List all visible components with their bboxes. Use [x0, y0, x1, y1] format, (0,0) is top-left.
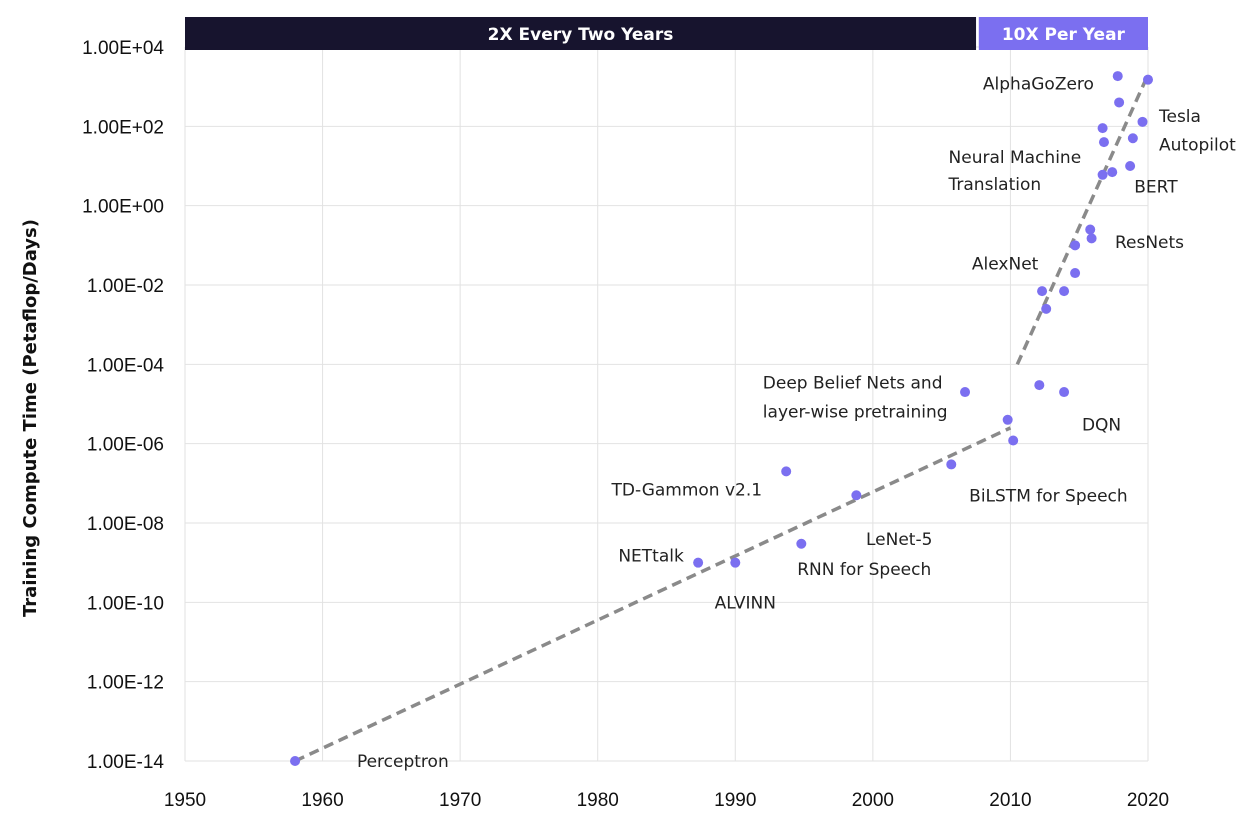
data-point [1097, 169, 1108, 180]
grid-lines [184, 46, 1149, 762]
x-tick-label: 2020 [1127, 790, 1169, 811]
data-point [946, 459, 957, 470]
point-annotation: ResNets [1115, 233, 1184, 253]
y-tick-label: 1.00E+04 [82, 38, 164, 59]
x-tick-label: 1960 [301, 790, 343, 811]
era-band [978, 17, 1148, 50]
data-point [1070, 268, 1081, 279]
data-point [1114, 97, 1125, 108]
x-tick-label: 1980 [577, 790, 619, 811]
y-tick-label: 1.00E-14 [87, 752, 165, 773]
data-point [1041, 303, 1052, 314]
era-bands: 2X Every Two Years 10X Per Year [185, 17, 1148, 50]
data-point [1008, 435, 1019, 446]
point-annotations: Perceptron NETtalk ALVINN TD-Gammon v2.1 RNN… [357, 75, 1236, 772]
data-point [1034, 380, 1045, 391]
data-points [290, 71, 1153, 766]
x-tick-label: 2000 [852, 790, 894, 811]
y-tick-label: 1.00E-04 [87, 355, 165, 376]
data-point [1059, 387, 1070, 398]
trend-line [294, 426, 1012, 763]
data-point [1112, 71, 1123, 82]
point-annotation: TD-Gammon v2.1 [610, 480, 762, 500]
y-axis-ticks: 1.00E+04 1.00E+02 1.00E+00 1.00E-02 1.00E-04… [82, 38, 164, 773]
point-annotation: Neural Machine [949, 148, 1082, 168]
data-point [1002, 414, 1013, 425]
point-annotation: BiLSTM for Speech [969, 486, 1128, 506]
data-point [1085, 224, 1096, 235]
y-tick-label: 1.00E-08 [87, 514, 164, 535]
point-annotation: layer-wise pretraining [763, 402, 948, 422]
point-annotation: NETtalk [618, 547, 684, 567]
y-tick-label: 1.00E+02 [82, 117, 164, 138]
point-annotation: Autopilot [1159, 135, 1236, 155]
point-annotation: ALVINN [715, 593, 776, 613]
data-point [851, 490, 862, 501]
y-axis-label: Training Compute Time (Petaflop/Days) [20, 219, 41, 617]
era-band [185, 17, 977, 50]
point-annotation: RNN for Speech [797, 560, 931, 580]
data-point [1125, 161, 1136, 171]
trend-line [1015, 74, 1150, 366]
data-point [1107, 167, 1118, 178]
y-tick-label: 1.00E-12 [87, 673, 164, 694]
point-annotation: Tesla [1158, 107, 1201, 127]
trend-lines [294, 74, 1150, 763]
data-point [1059, 286, 1070, 297]
data-point [1098, 137, 1109, 148]
data-point [290, 756, 301, 766]
data-point [1086, 233, 1097, 244]
data-point [1137, 116, 1148, 127]
data-point [1070, 240, 1081, 251]
era-band-label: 10X Per Year [1002, 25, 1126, 45]
point-annotation: Translation [948, 175, 1042, 195]
data-point [1127, 133, 1138, 144]
x-tick-label: 1970 [439, 790, 481, 811]
data-point [730, 557, 741, 568]
x-tick-label: 1990 [714, 790, 756, 811]
x-tick-label: 1950 [164, 790, 206, 811]
point-annotation: BERT [1134, 178, 1178, 198]
y-tick-label: 1.00E-10 [87, 593, 164, 614]
era-band-label: 2X Every Two Years [488, 25, 674, 45]
point-annotation: DQN [1082, 416, 1121, 436]
data-point [693, 557, 704, 568]
data-point [960, 387, 971, 398]
data-point [796, 538, 807, 549]
point-annotation: Perceptron [357, 752, 449, 772]
point-annotation: LeNet-5 [866, 530, 932, 550]
point-annotation: Deep Belief Nets and [763, 373, 943, 393]
y-tick-label: 1.00E-02 [87, 276, 164, 297]
point-annotation: AlphaGoZero [983, 75, 1094, 95]
x-axis-ticks: 1950 1960 1970 1980 1990 2000 2010 2020 [164, 790, 1169, 811]
data-point [781, 466, 792, 477]
data-point [1037, 286, 1048, 297]
point-annotation: AlexNet [972, 254, 1039, 274]
y-tick-label: 1.00E-06 [87, 435, 164, 456]
data-point [1097, 123, 1108, 134]
data-point [1143, 74, 1153, 85]
x-tick-label: 2010 [989, 790, 1031, 811]
y-tick-label: 1.00E+00 [82, 197, 164, 218]
